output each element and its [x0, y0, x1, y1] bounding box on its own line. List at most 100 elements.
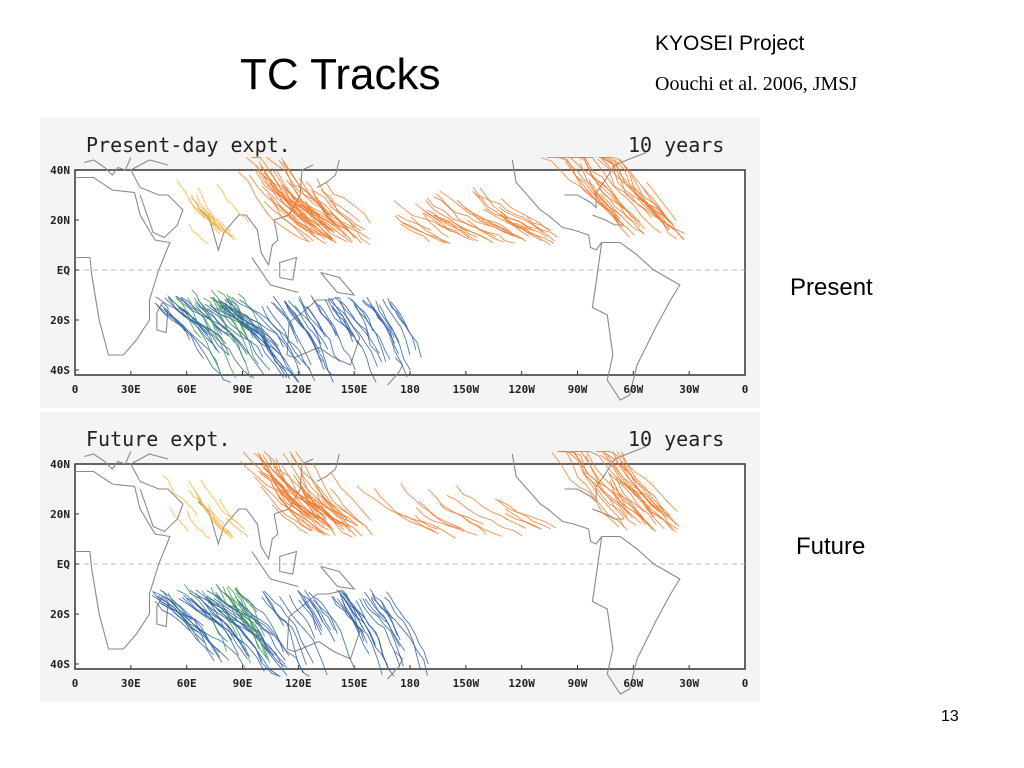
cyclone-track: [209, 598, 275, 656]
cyclone-track: [186, 509, 211, 539]
cyclone-track: [311, 297, 356, 371]
cyclone-track: [218, 300, 277, 359]
latitude-tick-label: 20N: [50, 214, 70, 227]
coastline: [320, 565, 356, 590]
cyclone-track: [307, 598, 336, 642]
panel-title: Future expt.: [86, 427, 231, 451]
cyclone-track: [176, 295, 210, 330]
cyclone-track: [302, 490, 336, 536]
cyclone-track: [433, 214, 478, 238]
cyclone-track: [415, 507, 461, 531]
cyclone-track: [609, 473, 657, 525]
coastline: [387, 357, 404, 386]
cyclone-track: [400, 483, 465, 532]
cyclone-track: [187, 297, 237, 379]
cyclone-track: [356, 485, 436, 533]
latitude-tick-label: 40N: [50, 458, 70, 471]
cyclone-track: [433, 214, 470, 239]
latitude-tick-label: 40N: [50, 164, 70, 177]
cyclone-track: [312, 463, 373, 536]
cyclone-track: [381, 600, 428, 676]
cyclone-track: [259, 459, 325, 528]
latitude-tick-label: 40S: [50, 364, 70, 377]
longitude-tick-label: 180: [400, 383, 420, 396]
cyclone-track: [225, 517, 249, 538]
cyclone-track: [570, 451, 625, 519]
cyclone-track: [294, 305, 334, 383]
coastline: [197, 458, 314, 561]
cyclone-track: [261, 596, 307, 665]
longitude-tick-label: 90W: [568, 677, 588, 690]
cyclone-track: [353, 304, 387, 363]
cyclone-track: [189, 196, 220, 235]
present-day-track-map: Present-day expt. 10 years 40N 20N EQ 20S 40…: [40, 118, 760, 408]
cyclone-track: [347, 297, 374, 332]
cyclone-track: [298, 295, 323, 333]
cyclone-track: [540, 157, 619, 224]
cyclone-track: [280, 463, 344, 528]
cyclone-track: [310, 295, 337, 336]
cyclone-track: [203, 297, 236, 343]
panel-title: Present-day expt.: [86, 133, 291, 157]
cyclone-track: [261, 185, 327, 245]
cyclone-track: [260, 486, 313, 532]
cyclone-track: [574, 451, 646, 526]
cyclone-track: [218, 305, 269, 349]
cyclone-track: [388, 301, 417, 350]
cyclone-track: [494, 498, 551, 530]
coastline: [156, 302, 169, 334]
longitude-tick-label: 150W: [453, 677, 480, 690]
cyclone-track: [456, 485, 527, 529]
cyclone-track: [563, 157, 646, 230]
cyclone-track: [636, 197, 677, 240]
longitude-tick-label: 150W: [453, 383, 480, 396]
cyclone-track: [569, 451, 654, 531]
longitude-tick-label: 30E: [121, 383, 141, 396]
cyclone-track: [195, 201, 223, 228]
cyclone-track: [602, 157, 674, 226]
future-label: Future: [796, 533, 866, 560]
cyclone-track: [290, 200, 333, 242]
cyclone-track: [223, 592, 252, 628]
cyclone-track: [325, 181, 371, 224]
cyclone-track: [275, 458, 327, 520]
cyclone-track: [400, 223, 430, 243]
cyclone-track: [152, 590, 230, 661]
cyclone-track: [588, 178, 621, 220]
cyclone-track: [386, 591, 429, 665]
longitude-tick-label: 90E: [233, 383, 253, 396]
panel-period: 10 years: [628, 427, 724, 451]
cyclone-track: [188, 224, 209, 245]
longitude-tick-label: 0: [742, 383, 749, 396]
cyclone-track: [162, 475, 198, 516]
map-frame: [74, 151, 746, 401]
cyclone-track: [237, 293, 270, 343]
longitude-tick-label: 60E: [177, 383, 197, 396]
cyclone-track: [272, 295, 312, 366]
cyclone-track: [226, 293, 252, 330]
cyclone-track: [593, 192, 630, 238]
cyclone-track: [168, 298, 202, 339]
cyclone-track: [184, 584, 227, 652]
cyclone-track: [263, 590, 314, 664]
cyclone-track: [234, 596, 274, 636]
cyclone-track: [597, 158, 652, 219]
cyclone-track: [327, 300, 353, 337]
cyclone-track: [286, 179, 352, 243]
cyclone-track: [483, 208, 530, 231]
latitude-tick-label: 20S: [50, 608, 70, 621]
cyclone-track: [321, 499, 358, 526]
cyclone-track: [279, 198, 320, 236]
longitude-tick-label: 60W: [623, 677, 643, 690]
longitude-tick-label: 90E: [233, 677, 253, 690]
cyclone-track: [159, 589, 192, 621]
cyclone-track: [285, 302, 321, 353]
latitude-tick-label: 40S: [50, 658, 70, 671]
cyclone-track: [313, 190, 362, 232]
cyclone-track: [216, 184, 250, 224]
cyclone-track: [572, 171, 619, 222]
cyclone-track: [366, 297, 395, 339]
cyclone-track: [583, 451, 662, 518]
cyclone-track: [175, 298, 215, 348]
longitude-tick-label: 30E: [121, 677, 141, 690]
